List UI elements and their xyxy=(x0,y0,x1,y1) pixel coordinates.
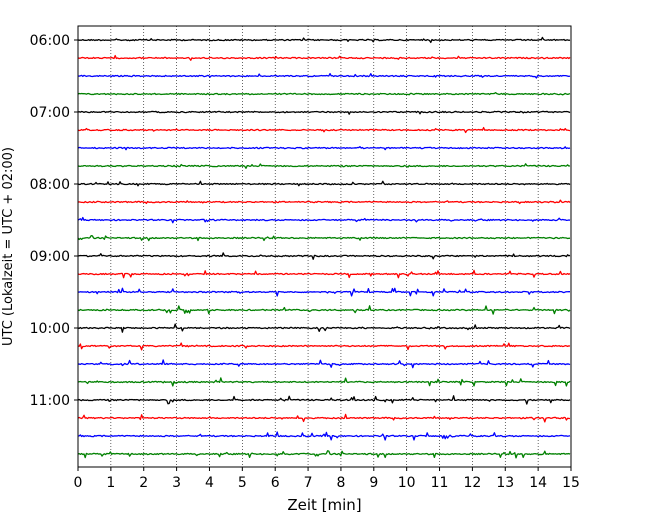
y-tick-label: 08:00 xyxy=(30,177,70,193)
x-tick-label: 0 xyxy=(74,475,83,491)
y-tick-label: 11:00 xyxy=(30,393,70,409)
trace-0930 xyxy=(77,287,571,297)
x-tick-label: 11 xyxy=(431,475,449,491)
trace-1000 xyxy=(77,323,571,333)
trace-1115 xyxy=(77,413,571,423)
trace-0745 xyxy=(77,163,571,169)
trace-1015 xyxy=(77,342,571,351)
trace-1130 xyxy=(77,431,571,441)
trace-0615 xyxy=(77,54,571,61)
x-tick-label: 4 xyxy=(205,475,214,491)
x-tick-label: 14 xyxy=(529,475,547,491)
y-tick-label: 07:00 xyxy=(30,105,70,121)
trace-1100 xyxy=(77,395,571,405)
trace-0715 xyxy=(77,126,571,134)
seismogram-traces xyxy=(77,36,571,459)
x-axis-label: Zeit [min] xyxy=(287,496,361,514)
x-tick-label: 7 xyxy=(304,475,313,491)
trace-0800 xyxy=(77,180,571,187)
x-axis-ticks: 0 1 2 3 4 5 6 7 8 9 10 11 12 13 14 15 xyxy=(74,467,580,491)
trace-0700 xyxy=(77,110,571,115)
trace-0845 xyxy=(77,234,571,242)
y-tick-label: 09:00 xyxy=(30,249,70,265)
x-tick-label: 1 xyxy=(106,475,115,491)
x-tick-label: 15 xyxy=(562,475,580,491)
y-axis-ticks: 06:00 07:00 08:00 09:00 10:00 11:00 xyxy=(30,33,78,409)
trace-1145 xyxy=(77,450,571,459)
x-tick-label: 13 xyxy=(496,475,514,491)
x-tick-label: 5 xyxy=(238,475,247,491)
trace-0815 xyxy=(77,199,571,205)
trace-0645 xyxy=(77,91,571,96)
x-tick-label: 9 xyxy=(369,475,378,491)
y-tick-label: 06:00 xyxy=(30,33,70,49)
y-tick-label: 10:00 xyxy=(30,321,70,337)
trace-0945 xyxy=(77,305,571,315)
x-tick-label: 2 xyxy=(139,475,148,491)
trace-0630 xyxy=(77,72,571,79)
x-tick-label: 10 xyxy=(398,475,416,491)
x-tick-label: 6 xyxy=(271,475,280,491)
trace-0830 xyxy=(77,216,571,224)
trace-0915 xyxy=(77,269,571,279)
x-tick-label: 8 xyxy=(336,475,345,491)
y-axis-label: UTC (Lokalzeit = UTC + 02:00) xyxy=(1,147,16,346)
trace-0600 xyxy=(77,36,571,44)
trace-1030 xyxy=(77,359,571,369)
x-tick-label: 3 xyxy=(172,475,181,491)
trace-0730 xyxy=(77,146,571,151)
trace-0900 xyxy=(77,252,571,260)
x-tick-label: 12 xyxy=(463,475,481,491)
plot-frame xyxy=(77,25,572,468)
trace-1045 xyxy=(77,377,571,387)
